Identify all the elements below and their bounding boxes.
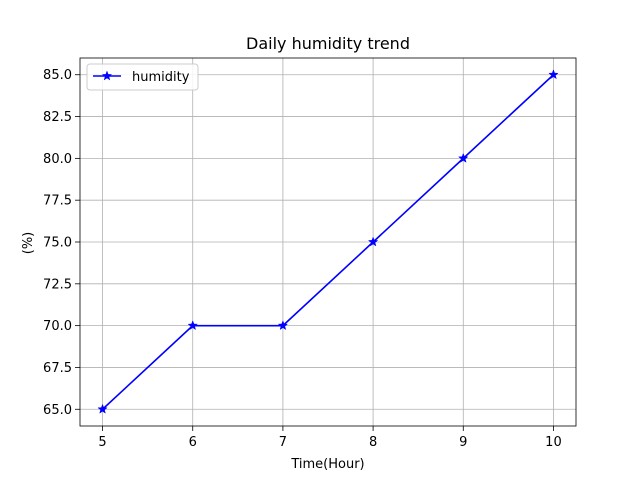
y-tick-label: 67.5 xyxy=(43,361,72,376)
data-point-marker xyxy=(367,236,379,247)
x-axis-label: Time(Hour) xyxy=(290,457,364,472)
y-tick-label: 75.0 xyxy=(43,236,72,251)
data-point-marker xyxy=(548,69,559,80)
legend-marker-star xyxy=(101,70,113,81)
y-tick-label: 72.5 xyxy=(43,277,72,292)
legend-label-humidity: humidity xyxy=(132,70,190,85)
y-axis-label: (%) xyxy=(21,232,36,255)
chart-title: Daily humidity trend xyxy=(246,34,410,53)
data-point-marker xyxy=(97,403,108,414)
x-tick-label: 9 xyxy=(459,435,467,450)
series-line-humidity xyxy=(102,74,554,410)
x-tick-label: 7 xyxy=(279,435,287,450)
series-layer xyxy=(97,69,559,414)
x-tick-label: 10 xyxy=(545,435,562,450)
axes: 5 6 7 8 9 10 65.0 67.5 70.0 72.5 75.0 77.5 80.0 82.5 8… xyxy=(43,57,577,450)
y-tick-label: 77.5 xyxy=(43,194,72,209)
x-tick-label: 6 xyxy=(189,435,197,450)
legend-frame xyxy=(86,63,199,91)
x-tick-label: 8 xyxy=(369,435,377,450)
y-tick-label: 65.0 xyxy=(43,403,72,418)
y-tick-label: 85.0 xyxy=(43,68,72,83)
y-tick-label: 70.0 xyxy=(43,319,72,334)
data-point-marker xyxy=(187,320,198,331)
y-tick-label: 80.0 xyxy=(43,152,72,167)
legend-marker xyxy=(101,70,113,81)
plot-frame xyxy=(79,57,577,427)
data-point-marker xyxy=(458,152,469,163)
y-tick-label: 82.5 xyxy=(43,110,72,125)
x-tick-label: 5 xyxy=(98,435,106,450)
legend: humidity xyxy=(86,63,199,91)
data-point-marker xyxy=(277,320,289,331)
